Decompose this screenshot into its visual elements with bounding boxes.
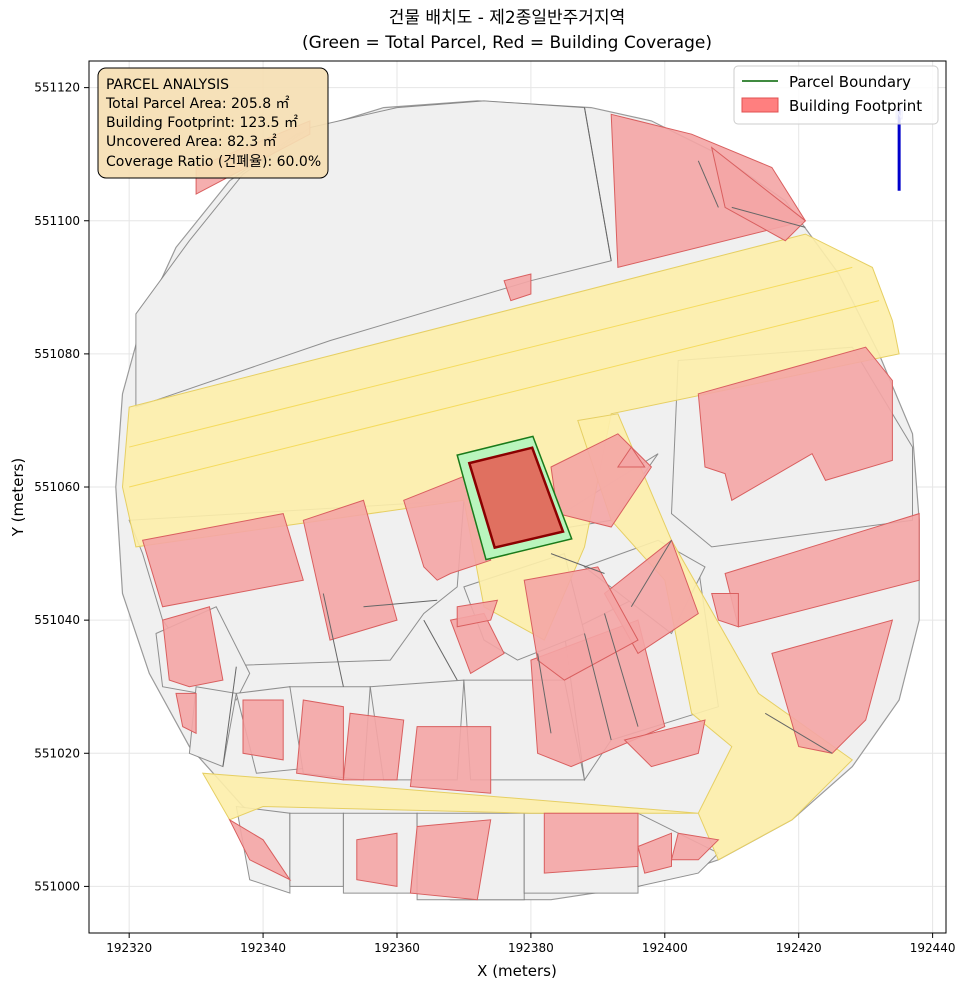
road-centerline xyxy=(129,266,853,448)
legend: Parcel Boundary Building Footprint xyxy=(733,65,939,125)
legend-building-label: Building Footprint xyxy=(789,97,922,115)
info-box-uncovered-area: Uncovered Area: 82.3 ㎡ xyxy=(106,134,277,150)
x-axis-ticks: 192320 192340 192360 192380 192400 192420 1924… xyxy=(106,933,956,955)
x-tick-label: 192360 xyxy=(374,941,420,955)
building-footprint xyxy=(610,113,807,269)
legend-building-swatch xyxy=(741,97,779,113)
building-footprint xyxy=(711,593,739,628)
y-tick-label: 551060 xyxy=(34,480,80,494)
lot-polygon xyxy=(289,812,344,887)
x-tick-label: 192320 xyxy=(106,941,152,955)
parcel-layer xyxy=(456,435,573,561)
legend-parcel-label: Parcel Boundary xyxy=(789,73,911,91)
legend-frame xyxy=(733,65,939,125)
building-footprint xyxy=(543,812,639,874)
chart-title-line1: 건물 배치도 - 제2종일반주거지역 xyxy=(389,8,625,28)
y-tick-label: 551000 xyxy=(34,879,80,893)
info-box-building-footprint: Building Footprint: 123.5 ㎡ xyxy=(106,115,298,131)
lot-line xyxy=(630,540,672,608)
subject-building xyxy=(467,446,565,550)
lot-line xyxy=(584,107,612,261)
lot-line xyxy=(731,206,806,228)
roads-layer xyxy=(121,233,900,861)
lot-line xyxy=(604,613,639,727)
building-footprint xyxy=(623,719,706,768)
building-footprint xyxy=(141,513,304,608)
y-tick-label: 551020 xyxy=(34,746,80,760)
building-footprint xyxy=(162,606,224,688)
building-footprint xyxy=(710,146,807,242)
lot-line xyxy=(764,712,833,754)
y-tick-label: 551080 xyxy=(34,347,80,361)
lot-line xyxy=(363,599,438,608)
x-tick-label: 192420 xyxy=(776,941,822,955)
y-axis-ticks: 551000 551020 551040 551060 551080 551100 5511… xyxy=(34,81,89,893)
building-footprint xyxy=(409,819,492,901)
building-footprint xyxy=(175,692,197,735)
x-tick-label: 192440 xyxy=(910,941,956,955)
building-footprint xyxy=(456,599,499,628)
x-tick-label: 192340 xyxy=(240,941,286,955)
info-box: PARCEL ANALYSIS Total Parcel Area: 205.8… xyxy=(97,67,329,179)
x-tick-label: 192380 xyxy=(508,941,554,955)
y-tick-label: 551100 xyxy=(34,214,80,228)
lot-line xyxy=(537,653,552,734)
info-box-total-area: Total Parcel Area: 205.8 ㎡ xyxy=(105,96,290,112)
y-tick-label: 551040 xyxy=(34,613,80,627)
building-footprint xyxy=(503,273,532,302)
building-footprint xyxy=(670,832,720,861)
lot-line xyxy=(550,553,605,574)
road-centerline xyxy=(129,300,880,488)
lot-line xyxy=(697,160,719,208)
building-footprint xyxy=(296,699,344,781)
x-tick-label: 192400 xyxy=(642,941,688,955)
building-footprint xyxy=(342,712,405,781)
buildings-layer xyxy=(141,113,920,901)
x-axis-label: X (meters) xyxy=(477,962,557,980)
y-tick-label: 551120 xyxy=(34,81,80,95)
building-footprint xyxy=(228,818,292,881)
building-footprint xyxy=(356,832,398,887)
lot-lines-layer xyxy=(222,107,833,767)
lot-line xyxy=(584,633,612,741)
building-footprint xyxy=(616,446,646,468)
building-footprint xyxy=(302,499,398,641)
y-axis-label: Y (meters) xyxy=(9,458,27,538)
building-footprint xyxy=(409,726,492,794)
info-box-heading: PARCEL ANALYSIS xyxy=(106,77,229,93)
road-polygon xyxy=(201,413,854,861)
info-box-frame xyxy=(97,67,329,179)
lot-line xyxy=(222,666,237,767)
lot-line xyxy=(423,619,458,681)
building-footprint xyxy=(637,832,672,874)
info-box-coverage-ratio: Coverage Ratio (건폐율): 60.0% xyxy=(106,154,321,170)
chart-title-line2: (Green = Total Parcel, Red = Building Co… xyxy=(302,33,712,53)
road-polygon xyxy=(121,233,900,641)
building-footprint xyxy=(523,566,639,681)
building-footprint xyxy=(697,346,893,502)
lot-line xyxy=(322,593,344,687)
plot-frame xyxy=(88,60,947,934)
building-footprint xyxy=(242,699,284,761)
